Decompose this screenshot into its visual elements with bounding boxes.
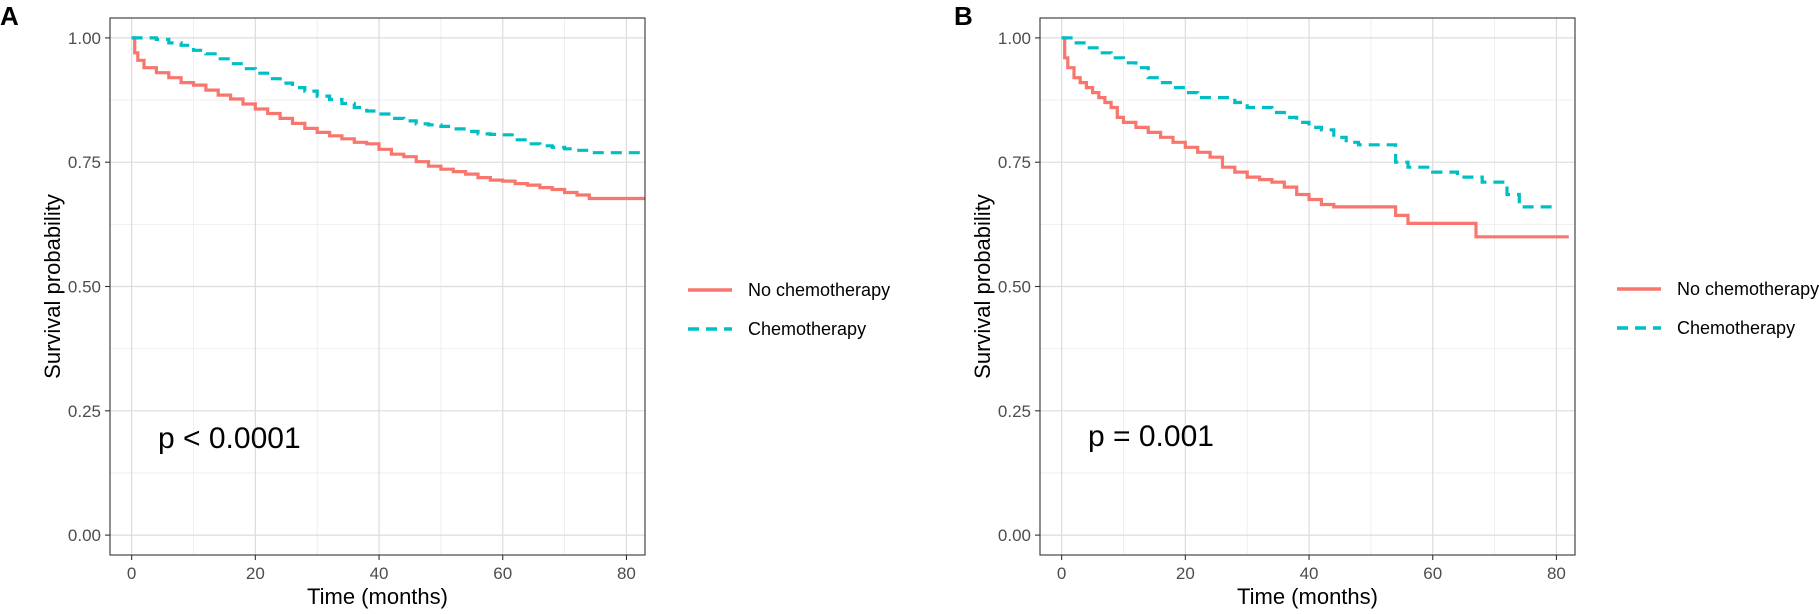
- y-tick-label: 0.25: [998, 402, 1031, 421]
- km-curve-no-chemotherapy: [1061, 36, 1569, 239]
- x-tick-label: 40: [1300, 564, 1319, 583]
- panel-label: B: [954, 1, 973, 31]
- legend: No chemotherapy Chemotherapy: [688, 280, 890, 339]
- y-tick-label: 1.00: [998, 29, 1031, 48]
- km-curve-chemotherapy: [1061, 36, 1557, 209]
- legend: No chemotherapy Chemotherapy: [1617, 279, 1819, 338]
- x-tick-label: 80: [1547, 564, 1566, 583]
- panel-label: A: [0, 1, 19, 31]
- y-tick-label: 0.25: [68, 402, 101, 421]
- x-tick-label: 60: [493, 564, 512, 583]
- y-tick-label: 1.00: [68, 29, 101, 48]
- y-tick-label: 0.50: [68, 278, 101, 297]
- x-tick-label: 0: [127, 564, 136, 583]
- y-tick-label: 0.75: [68, 153, 101, 172]
- x-tick-label: 60: [1423, 564, 1442, 583]
- p-value-annotation: p < 0.0001: [158, 422, 301, 455]
- x-tick-label: 40: [370, 564, 389, 583]
- legend-label: No chemotherapy: [1677, 279, 1819, 299]
- legend-label: Chemotherapy: [748, 319, 866, 339]
- y-axis-title: Survival probability: [970, 194, 995, 379]
- panel-b: 0 20 40 60 80 0.00 0.25 0.50 0.75 1.00 Time (month…: [954, 1, 1819, 609]
- x-axis-title: Time (months): [307, 584, 448, 609]
- x-axis-title: Time (months): [1237, 584, 1378, 609]
- x-tick-label: 80: [617, 564, 636, 583]
- panel-a: 0 20 40 60 80 0.00 0.25 0.50 0.75 1.00 Time (month…: [0, 1, 890, 609]
- y-tick-label: 0.00: [68, 526, 101, 545]
- x-tick-label: 20: [1176, 564, 1195, 583]
- y-axis-title: Survival probability: [40, 194, 65, 379]
- km-curve-chemotherapy: [131, 36, 645, 155]
- legend-label: Chemotherapy: [1677, 318, 1795, 338]
- p-value-annotation: p = 0.001: [1088, 420, 1214, 453]
- y-tick-label: 0.75: [998, 153, 1031, 172]
- km-curve-no-chemotherapy: [131, 36, 645, 201]
- y-tick-label: 0.00: [998, 526, 1031, 545]
- x-tick-label: 0: [1057, 564, 1066, 583]
- legend-label: No chemotherapy: [748, 280, 890, 300]
- y-tick-label: 0.50: [998, 278, 1031, 297]
- x-tick-label: 20: [246, 564, 265, 583]
